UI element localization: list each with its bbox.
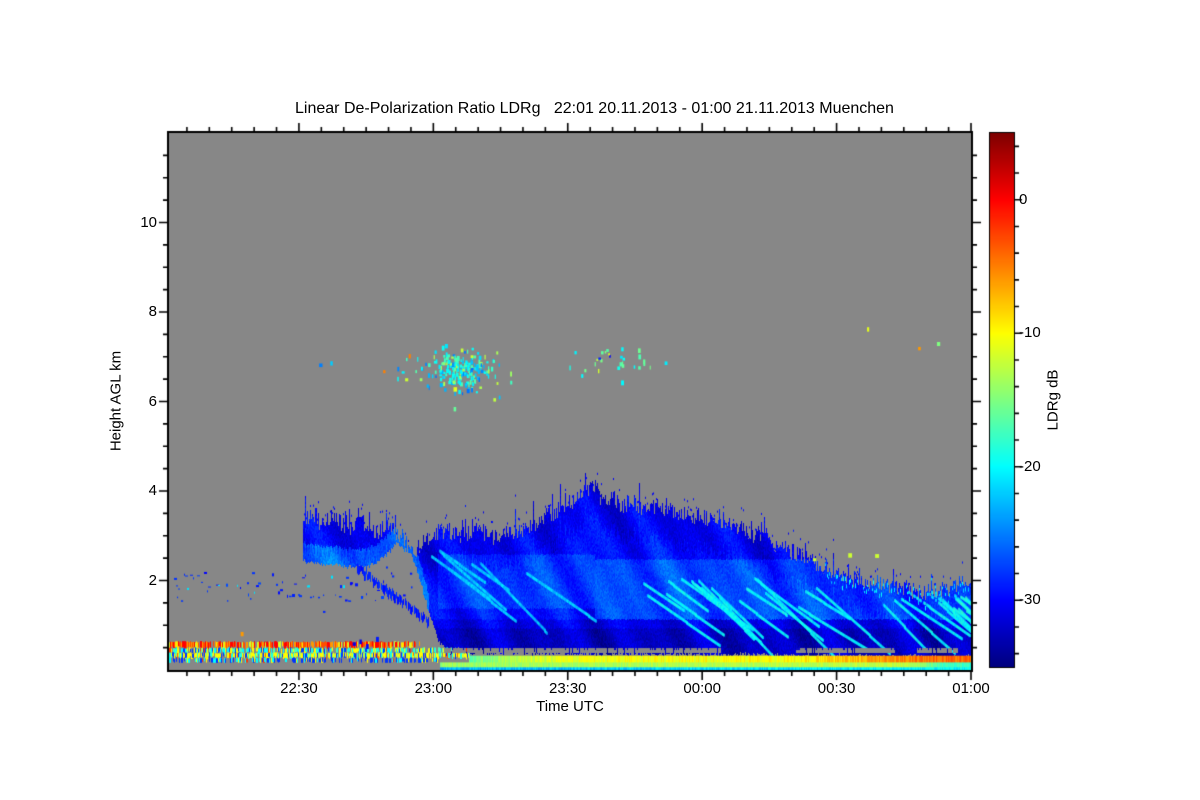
x-tick-label: 23:00 — [414, 680, 453, 697]
colorbar-label: LDRg dB — [1044, 369, 1062, 431]
x-tick-label: 22:30 — [280, 680, 318, 697]
x-axis-label: Time UTC — [536, 698, 604, 715]
chart-title: Linear De-Polarization Ratio LDRg 22:01 … — [295, 100, 894, 117]
x-tick-label: 00:30 — [817, 680, 856, 697]
y-tick-label: 4 — [148, 482, 157, 499]
colorbar-tick-label: -10 — [1019, 324, 1041, 342]
y-tick-label: 10 — [140, 213, 157, 231]
colorbar-tick-label: 0 — [1019, 190, 1028, 208]
x-tick-label: 23:30 — [548, 680, 587, 697]
y-tick-label: 2 — [148, 571, 157, 589]
x-tick-label: 00:00 — [683, 680, 721, 697]
x-tick-label: 01:00 — [952, 680, 990, 697]
colorbar-tick-label: -20 — [1019, 457, 1041, 475]
y-tick-label: 6 — [148, 392, 157, 410]
y-tick-label: 8 — [148, 303, 157, 320]
colorbar-tick-label: -30 — [1019, 591, 1041, 609]
